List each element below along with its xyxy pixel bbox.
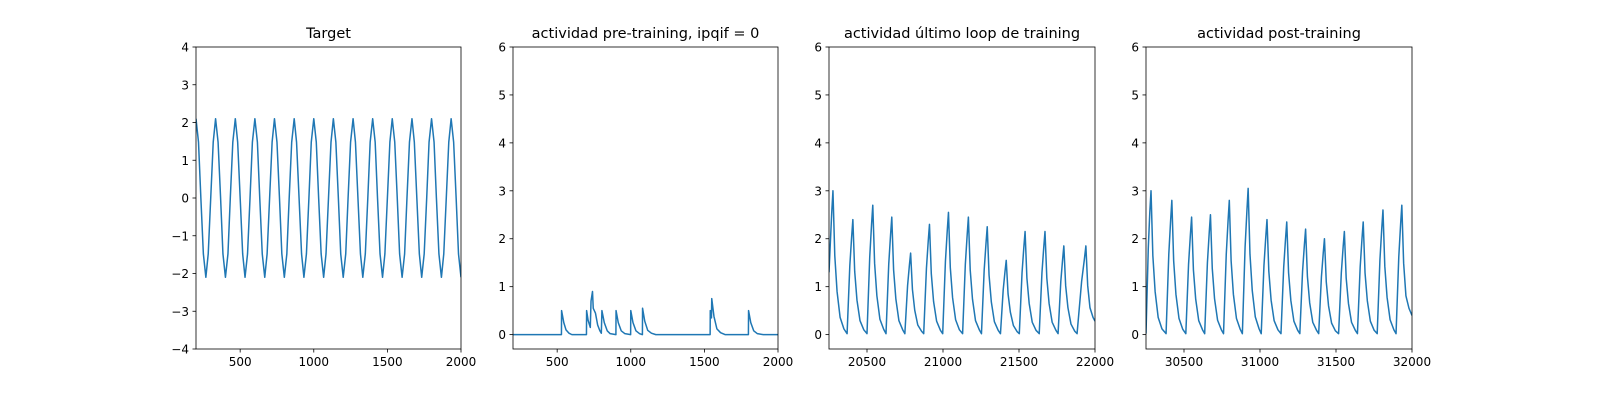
plot-area bbox=[196, 117, 461, 279]
x-tick-label: 2000 bbox=[763, 355, 794, 369]
y-tick-label: 5 bbox=[498, 88, 506, 102]
y-tick-label: 2 bbox=[498, 232, 506, 246]
x-tick-label: 20500 bbox=[848, 355, 886, 369]
axes-frame bbox=[512, 46, 779, 350]
y-tick-label: 6 bbox=[814, 41, 822, 55]
y-tick-label: −2 bbox=[171, 267, 189, 281]
y-tick-label: 3 bbox=[498, 184, 506, 198]
y-tick-label: 4 bbox=[814, 136, 822, 150]
x-tick-label: 2000 bbox=[446, 355, 477, 369]
y-tick-label: 3 bbox=[1131, 184, 1139, 198]
chart-title: actividad último loop de training bbox=[844, 26, 1080, 42]
plot-area bbox=[513, 290, 778, 336]
y-tick-label: 1 bbox=[498, 280, 506, 294]
x-tick-label: 500 bbox=[546, 355, 569, 369]
y-tick-label: 0 bbox=[181, 192, 189, 206]
chart-title: actividad post-training bbox=[1197, 26, 1361, 42]
y-tick-label: 5 bbox=[814, 88, 822, 102]
chart-title: actividad pre-training, ipqif = 0 bbox=[532, 26, 760, 42]
subplot: 20500 21000 21500 22000 0 1 2 3 4 5 6 actividad últ… bbox=[814, 26, 1114, 369]
y-tick-label: 4 bbox=[181, 41, 189, 55]
x-tick-label: 1500 bbox=[689, 355, 720, 369]
y-tick-label: 1 bbox=[814, 280, 822, 294]
data-line bbox=[196, 117, 461, 279]
y-tick-label: −3 bbox=[171, 305, 189, 319]
y-tick-label: −1 bbox=[171, 229, 189, 243]
data-line bbox=[513, 290, 778, 336]
x-tick-label: 31000 bbox=[1241, 355, 1279, 369]
y-tick-label: 5 bbox=[1131, 88, 1139, 102]
y-tick-label: 3 bbox=[814, 184, 822, 198]
y-tick-label: −4 bbox=[171, 343, 189, 357]
axes-frame bbox=[1145, 46, 1413, 350]
y-tick-label: 6 bbox=[1131, 41, 1139, 55]
subplot: 500 1000 1500 2000 −4 −3 −2 −1 0 1 2 3 4 Target bbox=[171, 26, 476, 369]
x-tick-label: 22000 bbox=[1076, 355, 1114, 369]
data-line bbox=[829, 190, 1095, 335]
y-tick-label: 2 bbox=[814, 232, 822, 246]
x-tick-label: 1000 bbox=[616, 355, 647, 369]
y-tick-label: 4 bbox=[1131, 136, 1139, 150]
x-tick-label: 32000 bbox=[1393, 355, 1431, 369]
x-tick-label: 1500 bbox=[372, 355, 403, 369]
y-tick-label: 0 bbox=[1131, 328, 1139, 342]
y-tick-label: 4 bbox=[498, 136, 506, 150]
x-tick-label: 1000 bbox=[299, 355, 330, 369]
x-tick-label: 21500 bbox=[1000, 355, 1038, 369]
plot-area bbox=[1146, 187, 1412, 335]
subplot: 500 1000 1500 2000 0 1 2 3 4 5 6 actividad pre-trai… bbox=[498, 26, 793, 369]
chart-title: Target bbox=[305, 26, 351, 42]
y-tick-label: 2 bbox=[1131, 232, 1139, 246]
y-tick-label: 1 bbox=[1131, 280, 1139, 294]
x-tick-label: 30500 bbox=[1165, 355, 1203, 369]
y-tick-label: 1 bbox=[181, 154, 189, 168]
subplot: 30500 31000 31500 32000 0 1 2 3 4 5 6 actividad pos… bbox=[1131, 26, 1431, 369]
y-tick-label: 0 bbox=[814, 328, 822, 342]
x-tick-label: 31500 bbox=[1317, 355, 1355, 369]
y-tick-label: 2 bbox=[181, 116, 189, 130]
data-line bbox=[1146, 187, 1412, 335]
y-tick-label: 3 bbox=[181, 78, 189, 92]
y-tick-label: 6 bbox=[498, 41, 506, 55]
axes-frame bbox=[828, 46, 1096, 350]
x-tick-label: 21000 bbox=[924, 355, 962, 369]
x-tick-label: 500 bbox=[229, 355, 252, 369]
plot-area bbox=[829, 190, 1095, 335]
y-tick-label: 0 bbox=[498, 328, 506, 342]
